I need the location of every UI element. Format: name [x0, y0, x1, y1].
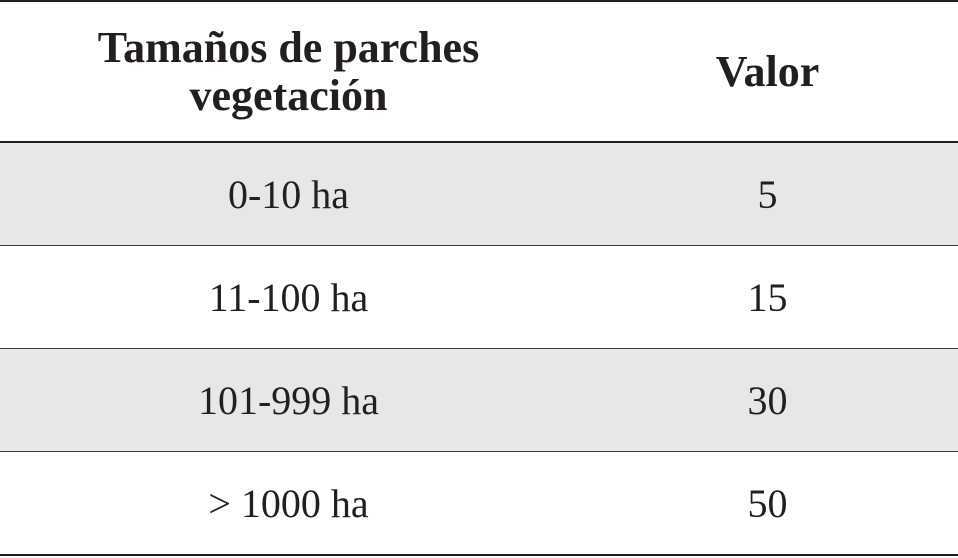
header-line-1: Tamaños de parches [97, 22, 480, 72]
cell-patch-size: 101-999 ha [0, 348, 577, 452]
header-line-2: vegetación [189, 70, 388, 120]
table-row: 0-10 ha 5 [0, 142, 958, 246]
cell-value: 50 [577, 451, 958, 556]
header-row: Tamaños de parches vegetación Valor [0, 1, 958, 143]
table-row: > 1000 ha 50 [0, 451, 958, 556]
cell-patch-size: > 1000 ha [0, 451, 577, 556]
header-value: Valor [577, 1, 958, 143]
cell-value: 30 [577, 348, 958, 452]
table-row: 11-100 ha 15 [0, 245, 958, 349]
header-patch-size: Tamaños de parches vegetación [0, 1, 577, 143]
table-row: 101-999 ha 30 [0, 348, 958, 452]
cell-patch-size: 0-10 ha [0, 142, 577, 246]
cell-value: 15 [577, 245, 958, 349]
cell-value: 5 [577, 142, 958, 246]
cell-patch-size: 11-100 ha [0, 245, 577, 349]
